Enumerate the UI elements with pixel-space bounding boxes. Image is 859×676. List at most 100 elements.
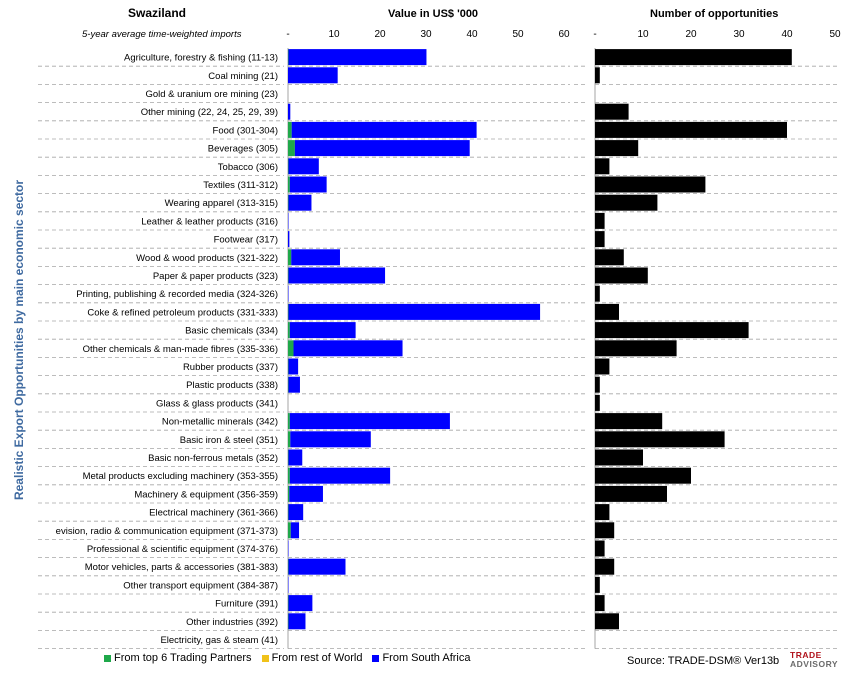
legend-item-top6: From top 6 Trading Partners [104, 652, 252, 664]
value-bar-segment [288, 340, 294, 357]
value-bar-segment [289, 322, 356, 339]
opportunities-bar [595, 158, 610, 175]
value-bar-segment [288, 140, 295, 157]
source-note: Source: TRADE-DSM® Ver13b [627, 655, 780, 667]
opportunities-bar [595, 613, 619, 630]
category-label: Plastic products (338) [186, 380, 278, 391]
value-bar-segment [288, 358, 299, 375]
value-bar-segment [288, 267, 386, 284]
opportunities-bar [595, 322, 749, 339]
opportunities-bar [595, 504, 610, 521]
opportunities-chart-title: Number of opportunities [650, 8, 779, 20]
value-bar-segment [288, 49, 427, 66]
category-label: Wood & wood products (321-322) [136, 253, 278, 264]
opportunities-bar [595, 121, 787, 138]
opportunities-axis-tick-label: 40 [781, 29, 793, 40]
opportunities-bar [595, 176, 706, 193]
opportunities-bar [595, 576, 600, 593]
value-bar-segment [288, 595, 313, 612]
value-bar-segment [288, 558, 346, 575]
value-bar-segment [288, 376, 300, 393]
value-bar-segment [288, 249, 292, 266]
legend: From top 6 Trading Partners From rest of… [104, 652, 470, 664]
logo-line-trade: TRADE [790, 650, 822, 660]
opportunities-bar [595, 103, 629, 120]
opportunities-bar [595, 485, 667, 502]
value-axis-tick-label: 40 [466, 29, 478, 40]
category-label: Gold & uranium ore mining (23) [145, 89, 278, 100]
category-label: Rubber products (337) [183, 362, 278, 373]
legend-swatch-rest-of-world [261, 654, 269, 662]
opportunities-axis-tick-label: 10 [637, 29, 649, 40]
legend-item-south-africa: From South Africa [372, 652, 470, 664]
opportunities-bar [595, 194, 658, 211]
category-label: Other industries (392) [186, 617, 278, 628]
country-name: Swaziland [128, 6, 187, 20]
value-bar-segment [288, 485, 290, 502]
value-bar-segment [290, 522, 300, 539]
value-bar-segment [291, 249, 340, 266]
value-chart-title: Value in US$ '000 [388, 8, 479, 20]
category-label: Metal products excluding machinery (353-… [83, 471, 278, 482]
value-axis-tick-label: 30 [420, 29, 432, 40]
category-label: Food (301-304) [213, 125, 278, 136]
value-bar-segment [288, 158, 319, 175]
value-axis-tick-label: 20 [374, 29, 386, 40]
logo-line-advisory: ADVISORY [790, 659, 839, 669]
category-label: Electricity, gas & steam (41) [160, 635, 278, 646]
category-label: Coal mining (21) [208, 71, 278, 82]
category-label: evision, radio & communication equipment… [56, 526, 278, 537]
opportunities-bars [595, 49, 792, 630]
opportunities-bar [595, 540, 605, 557]
value-bar-segment [294, 140, 470, 157]
value-bar-segment [291, 121, 477, 138]
category-label: Tobacco (306) [218, 162, 278, 173]
opportunities-bar [595, 49, 792, 66]
opportunities-bar [595, 449, 643, 466]
value-bars [288, 49, 541, 630]
category-label: Paper & paper products (323) [153, 271, 278, 282]
category-label: Printing, publishing & recorded media (3… [76, 289, 278, 300]
category-label: Furniture (391) [215, 599, 278, 610]
category-label: Other transport equipment (384-387) [123, 580, 278, 591]
opportunities-bar [595, 558, 615, 575]
category-label: Other chemicals & man-made fibres (335-3… [83, 344, 278, 355]
category-label: Footwear (317) [214, 235, 278, 246]
value-bar-segment [289, 467, 391, 484]
category-rows: Agriculture, forestry & fishing (11-13) C… [38, 53, 838, 649]
opportunities-axis-tick-label: - [593, 29, 596, 40]
value-bar-segment [288, 121, 292, 138]
category-label: Other mining (22, 24, 25, 29, 39) [141, 107, 278, 118]
category-label: Leather & leather products (316) [141, 216, 278, 227]
opportunities-bar [595, 140, 639, 157]
opportunities-bar [595, 522, 615, 539]
value-bar-segment [288, 467, 290, 484]
value-axis-tick-label: - [286, 29, 289, 40]
value-axis-tick-label: 10 [328, 29, 340, 40]
opportunities-bar [595, 467, 691, 484]
chart-subtitle: 5-year average time-weighted imports [82, 29, 242, 40]
opportunities-axis-tick-label: 20 [685, 29, 697, 40]
opportunities-axis-tick-label: 30 [733, 29, 745, 40]
opportunities-bar [595, 249, 624, 266]
opportunities-bar [595, 267, 648, 284]
y-axis-title: Realistic Export Opportunities by main e… [12, 180, 26, 500]
category-label: Electrical machinery (361-366) [149, 508, 278, 519]
opportunities-axis-tick-label: 50 [829, 29, 841, 40]
trade-advisory-logo: TRADE ADVISORY [790, 651, 838, 669]
category-label: Beverages (305) [208, 144, 278, 155]
value-bar-segment [288, 413, 290, 430]
category-label: Basic non-ferrous metals (352) [148, 453, 278, 464]
category-label: Basic iron & steel (351) [180, 435, 278, 446]
opportunities-bar [595, 67, 600, 84]
category-label: Professional & scientific equipment (374… [87, 544, 278, 555]
value-bar-segment [288, 504, 304, 521]
value-bar-segment [288, 431, 291, 448]
value-axis-tick-label: 60 [558, 29, 570, 40]
category-label: Basic chemicals (334) [185, 326, 278, 337]
value-bar-segment [289, 413, 450, 430]
opportunities-bar [595, 340, 677, 357]
category-label: Machinery & equipment (356-359) [134, 489, 278, 500]
value-bar-segment [289, 485, 323, 502]
